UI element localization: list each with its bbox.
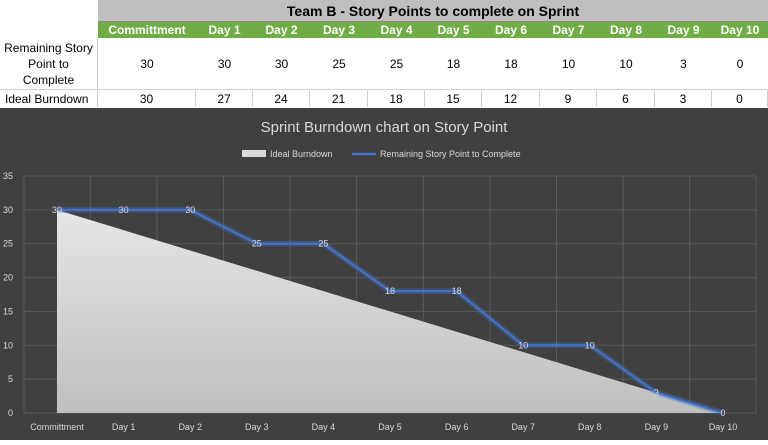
y-tick-label: 35: [3, 171, 13, 181]
header-cell: Committment: [98, 22, 196, 38]
table-cell: 18: [425, 38, 482, 89]
table-cell: 10: [597, 38, 655, 89]
header-cell: Day 7: [540, 22, 597, 38]
table-cell: 3: [655, 89, 712, 107]
header-cell: Day 2: [253, 22, 310, 38]
data-table: Team B - Story Points to complete on Spr…: [0, 0, 768, 108]
header-cell: Day 5: [425, 22, 482, 38]
x-tick-label: Day 2: [178, 422, 202, 432]
chart-legend: Ideal Burndown Remaining Story Point to …: [242, 149, 521, 159]
ideal-area-layer: [57, 209, 723, 413]
legend-label-remaining: Remaining Story Point to Complete: [380, 149, 521, 159]
table-cell: 9: [540, 89, 597, 107]
remaining-data-label: 10: [585, 340, 595, 350]
y-tick-label: 15: [3, 306, 13, 316]
table-title: Team B - Story Points to complete on Spr…: [98, 0, 768, 22]
header-cell: Day 4: [368, 22, 425, 38]
remaining-data-label: 30: [119, 205, 129, 215]
chart-title: Sprint Burndown chart on Story Point: [261, 119, 509, 136]
table-cell: 0: [712, 38, 768, 89]
remaining-data-label: 0: [720, 408, 725, 418]
x-axis-ticks: Committment Day 1 Day 2 Day 3 Day 4 Day 5 Day …: [30, 422, 737, 432]
table-cell: 25: [368, 38, 425, 89]
table-cell: 15: [425, 89, 482, 107]
header-cell: Day 3: [310, 22, 368, 38]
x-tick-label: Day 4: [312, 422, 336, 432]
y-tick-label: 30: [3, 205, 13, 215]
table-cell: 30: [98, 38, 196, 89]
table-cell: 25: [310, 38, 368, 89]
remaining-data-label: 10: [518, 340, 528, 350]
table-cell: 18: [368, 89, 425, 107]
burndown-chart: Sprint Burndown chart on Story Point Ide…: [0, 108, 768, 440]
y-tick-label: 20: [3, 273, 13, 283]
x-tick-label: Day 5: [378, 422, 402, 432]
x-tick-label: Day 10: [709, 422, 738, 432]
table-cell: 3: [655, 38, 712, 89]
x-tick-label: Day 8: [578, 422, 602, 432]
table-cell: 30: [196, 38, 253, 89]
table-corner: [0, 0, 98, 22]
table-cell: 0: [712, 89, 768, 107]
remaining-data-label: 30: [185, 205, 195, 215]
legend-label-ideal: Ideal Burndown: [270, 149, 333, 159]
table-cell: 21: [310, 89, 368, 107]
remaining-data-label: 18: [385, 286, 395, 296]
row-label: Ideal Burndown: [0, 89, 98, 107]
x-tick-label: Day 3: [245, 422, 269, 432]
table-cell: 6: [597, 89, 655, 107]
remaining-data-label: 25: [252, 239, 262, 249]
remaining-data-label: 25: [318, 239, 328, 249]
remaining-line: [57, 208, 724, 415]
remaining-data-label: 3: [654, 388, 659, 398]
x-tick-label: Day 1: [112, 422, 136, 432]
y-tick-label: 5: [8, 374, 13, 384]
table-cell: 24: [253, 89, 310, 107]
x-tick-label: Committment: [30, 422, 84, 432]
x-tick-label: Day 9: [645, 422, 669, 432]
legend-swatch-ideal: [242, 150, 266, 157]
table-cell: 12: [482, 89, 540, 107]
header-cell: Day 8: [597, 22, 655, 38]
table-cell: 18: [482, 38, 540, 89]
x-tick-label: Day 6: [445, 422, 469, 432]
remaining-line-layer: [57, 206, 724, 416]
header-row-label: [0, 22, 98, 38]
y-tick-label: 10: [3, 340, 13, 350]
header-cell: Day 9: [655, 22, 712, 38]
chart-svg: Sprint Burndown chart on Story Point Ide…: [3, 119, 757, 432]
remaining-data-label: 18: [452, 286, 462, 296]
table-cell: 10: [540, 38, 597, 89]
row-label: Remaining Story Point to Complete: [0, 38, 98, 89]
y-tick-label: 25: [3, 239, 13, 249]
header-cell: Day 6: [482, 22, 540, 38]
header-cell: Day 1: [196, 22, 253, 38]
ideal-burndown-area: [57, 209, 723, 413]
table-cell: 30: [253, 38, 310, 89]
header-cell: Day 10: [712, 22, 768, 38]
x-tick-label: Day 7: [511, 422, 535, 432]
table-cell: 30: [98, 89, 196, 107]
y-tick-label: 0: [8, 408, 13, 418]
y-axis-ticks: 0 5 10 15 20 25 30 35: [3, 171, 13, 418]
table-cell: 27: [196, 89, 253, 107]
remaining-data-label: 30: [52, 205, 62, 215]
